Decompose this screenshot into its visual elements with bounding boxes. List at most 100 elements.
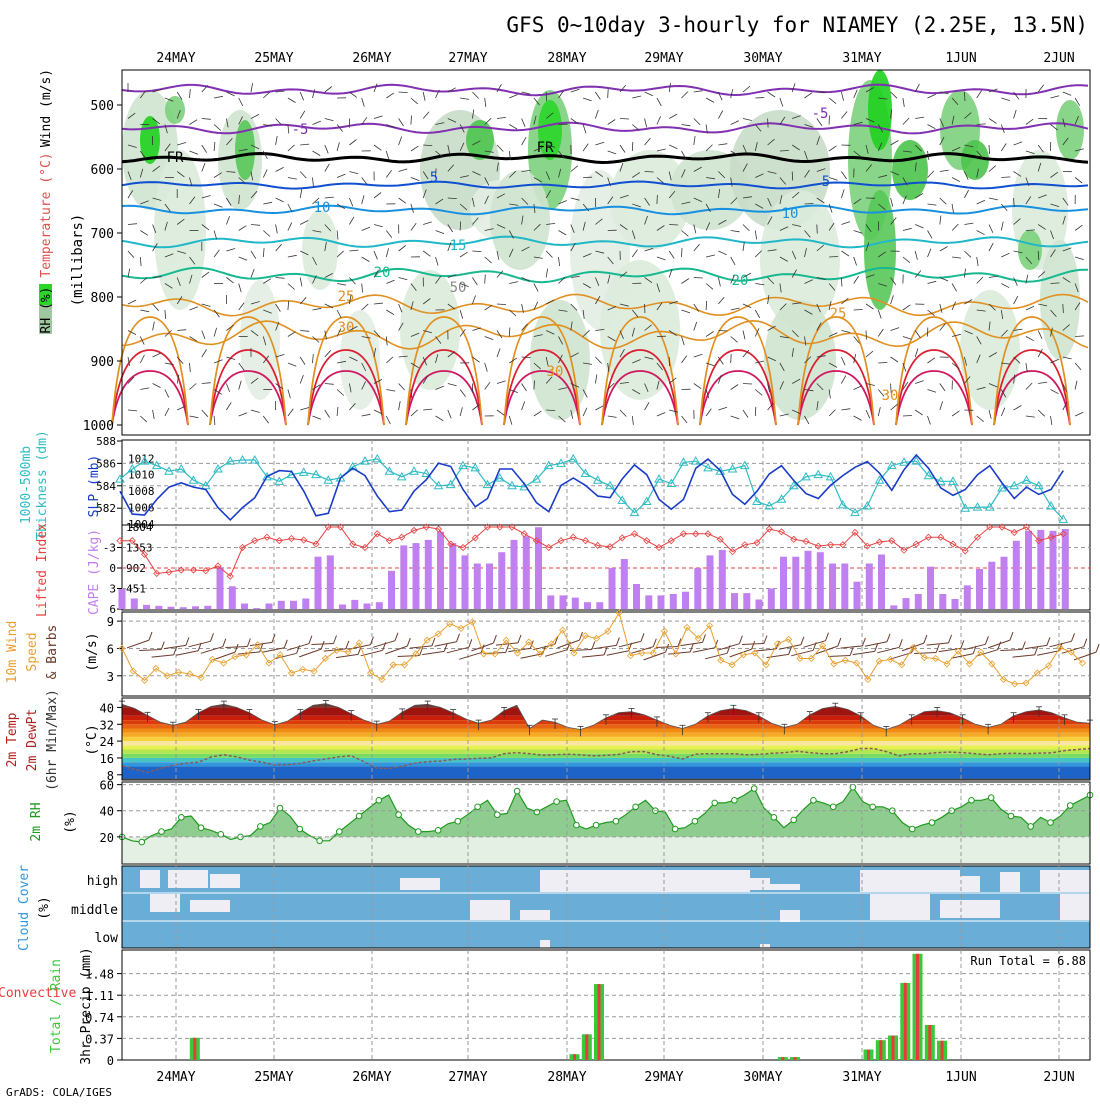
cape-bar	[400, 545, 407, 609]
cape-bar	[743, 593, 750, 609]
cape-bar	[658, 595, 665, 609]
surface-wind-barb-flag	[580, 632, 583, 640]
contour-label: 20	[374, 265, 391, 281]
date-label-bottom: 28MAY	[547, 1070, 586, 1085]
cape-bar	[229, 586, 236, 609]
cape-bar	[829, 564, 836, 610]
rh-point	[218, 832, 224, 838]
wind-barb	[805, 204, 814, 205]
axis-label: 10m Wind	[5, 621, 20, 684]
surface-wind-barb	[250, 642, 272, 645]
wind-barb	[669, 225, 678, 226]
surface-wind-barb-flag	[924, 635, 927, 643]
surface-wind-barb-flag	[346, 641, 349, 649]
li-tick-label: 3	[109, 583, 116, 596]
surface-wind-barb-flag	[899, 639, 902, 647]
cape-bar	[486, 564, 493, 610]
surface-wind-barb	[828, 656, 850, 657]
cape-bar	[290, 601, 297, 609]
cape-bar	[388, 571, 395, 609]
wind-barb	[854, 310, 863, 311]
rh-point	[850, 784, 856, 790]
surface-wind-barb	[742, 644, 764, 645]
surface-wind-barb-flag	[703, 634, 706, 642]
cape-bar	[572, 598, 579, 609]
cape-bar	[596, 602, 603, 609]
cape-bar	[192, 606, 199, 609]
cape-bar	[670, 594, 677, 609]
wind-barb	[891, 384, 892, 393]
rh-blob	[165, 96, 185, 124]
precip-convective-bar	[598, 984, 601, 1060]
axis-label: Lifted Index	[35, 523, 50, 617]
date-label-bottom: 25MAY	[254, 1070, 293, 1085]
surface-wind-barb-flag	[493, 635, 496, 643]
cloud-gap	[770, 884, 800, 890]
rh-point	[396, 812, 402, 818]
axis-label: RH (%)	[39, 287, 54, 334]
wind-speed-line	[122, 613, 1083, 684]
cape-bar	[866, 564, 873, 610]
surface-wind-barb-flag	[395, 633, 398, 641]
rh-tick-label: 60	[100, 779, 114, 793]
precip-convective-bar	[941, 1041, 944, 1060]
surface-wind-barb	[705, 653, 727, 659]
cape-bar	[792, 557, 799, 609]
axis-label: (%)	[63, 810, 78, 833]
surface-wind-barb-flag	[1072, 633, 1075, 641]
surface-wind-barb	[840, 646, 862, 648]
surface-wind-barb	[447, 647, 469, 653]
wind-barb	[755, 407, 756, 416]
wind-barb	[866, 331, 867, 340]
surface-wind-barb-flag	[838, 638, 841, 646]
cape-bar	[278, 601, 285, 609]
surface-wind-barb	[656, 647, 678, 648]
slp-tick-label: 1010	[128, 469, 155, 482]
surface-wind-barb-flag	[616, 637, 619, 645]
surface-wind-barb	[545, 650, 567, 657]
cape-bar	[413, 543, 420, 609]
temp-tick-label: 16	[100, 752, 114, 766]
cape-bar	[511, 540, 518, 609]
surface-wind-barb	[201, 647, 223, 654]
temp-band	[122, 754, 1090, 758]
rh-blob	[892, 140, 928, 200]
rh-point	[554, 799, 560, 805]
cape-bar	[817, 552, 824, 609]
cape-bar	[364, 604, 371, 610]
date-label-bottom: 27MAY	[448, 1070, 487, 1085]
cloud-gap	[540, 940, 550, 948]
cape-bar	[878, 555, 885, 610]
precip-convective-bar	[794, 1057, 797, 1060]
contour-label: -5	[292, 122, 309, 138]
cloud-gap	[960, 876, 980, 892]
contour-label: 30	[547, 364, 564, 380]
cape-bar	[939, 594, 946, 609]
rh-point	[712, 800, 718, 806]
cloud-gap	[660, 870, 750, 892]
rh-blob	[1040, 240, 1080, 360]
rh-point	[969, 798, 975, 804]
surface-wind-barb-flag	[739, 636, 742, 644]
axis-label: 3hr Precip (mm)	[79, 947, 94, 1064]
wind-barb	[645, 172, 654, 173]
wind-barb	[731, 354, 732, 363]
surface-wind-barb	[422, 651, 444, 654]
contour-label: FR	[537, 140, 554, 156]
temp-band	[122, 741, 1090, 745]
axis-label: Speed	[25, 632, 40, 671]
date-label-bottom: 24MAY	[156, 1070, 195, 1085]
surface-wind-barb	[681, 642, 703, 645]
axis-label: (°C)	[85, 724, 100, 755]
cloud-gap	[190, 900, 230, 912]
chart-title: GFS 0~10day 3-hourly for NIAMEY (2.25E, …	[506, 13, 1088, 37]
cape-bar	[1001, 557, 1008, 609]
axis-label: & Barbs	[45, 625, 60, 680]
cape-bar	[217, 567, 224, 609]
cape-bar	[560, 595, 567, 609]
rh-point	[1067, 803, 1073, 809]
rh-point	[317, 838, 323, 844]
cloud-gap	[1000, 872, 1020, 892]
cape-bar	[915, 594, 922, 609]
wind-barb	[620, 119, 629, 120]
